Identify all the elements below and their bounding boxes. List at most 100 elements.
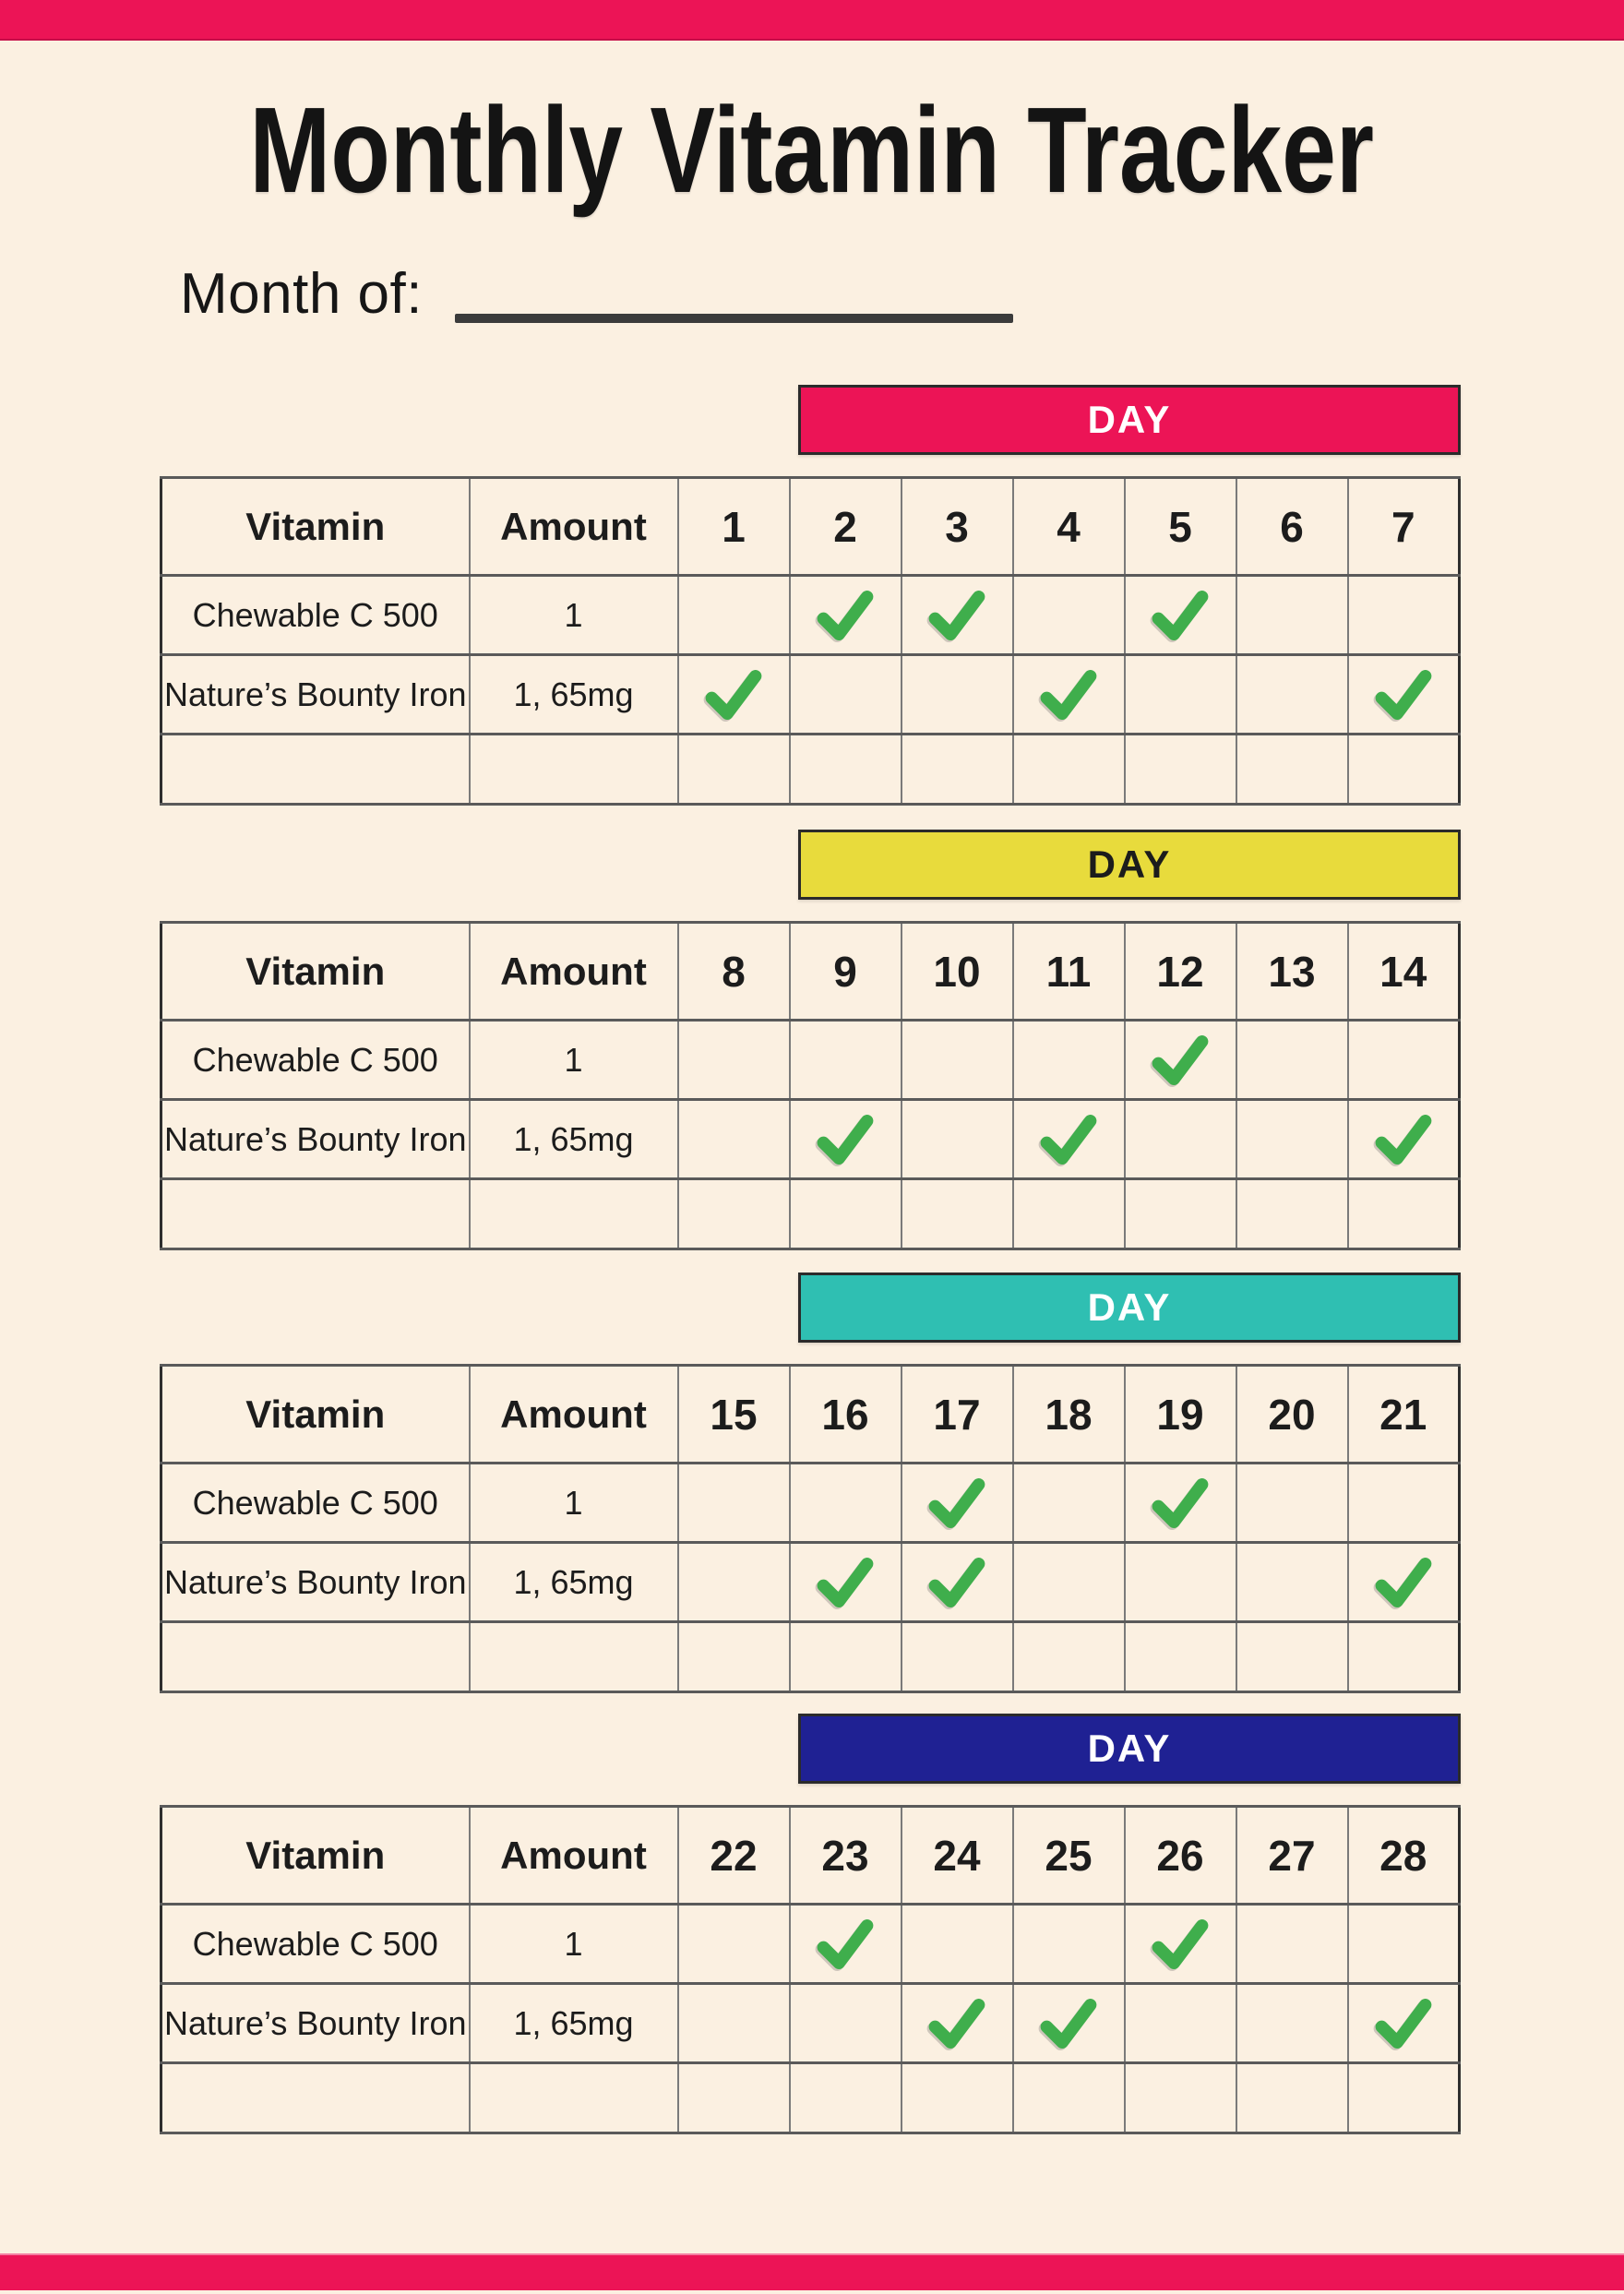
amount-column-header: Amount [468,1364,679,1464]
vitamin-row: Chewable C 500 1 [160,1019,1461,1101]
check-cell [1011,1177,1126,1250]
check-cell [1123,1620,1237,1693]
amount-cell: 1 [468,1019,679,1101]
vitamin-column-header: Vitamin [160,1364,471,1464]
check-cell [1346,2061,1461,2134]
check-cell [1123,1903,1237,1985]
day-number-header: 28 [1346,1805,1461,1906]
table-header-row: Vitamin Amount 8 9 10 11 12 13 14 [160,921,1461,1022]
check-cell [676,1620,791,1693]
amount-cell [468,1177,679,1250]
checkmark-icon [1375,669,1432,720]
empty-row [160,2061,1461,2134]
day-number-header: 18 [1011,1364,1126,1464]
check-cell [676,1462,791,1544]
check-cell [1235,1620,1349,1693]
day-number-header: 27 [1235,1805,1349,1906]
tracker-table-week-2: Vitamin Amount 8 9 10 11 12 13 14 Chewab… [160,921,1461,1250]
day-number-header: 4 [1011,476,1126,577]
vitamin-column-header: Vitamin [160,476,471,577]
day-number-header: 3 [900,476,1014,577]
check-cell [676,1982,791,2064]
check-cell [1123,733,1237,806]
check-cell [900,1177,1014,1250]
check-cell [900,653,1014,735]
check-cell [788,2061,902,2134]
day-number-header: 7 [1346,476,1461,577]
check-cell [676,1019,791,1101]
check-cell [1123,574,1237,656]
day-number-header: 1 [676,476,791,577]
check-cell [676,1177,791,1250]
vitamin-name-cell: Chewable C 500 [160,1903,471,1985]
check-cell [676,1098,791,1180]
check-cell [788,1098,902,1180]
check-cell [1235,1019,1349,1101]
check-cell [1011,574,1126,656]
amount-column-header: Amount [468,476,679,577]
check-cell [1235,733,1349,806]
check-cell [1123,1462,1237,1544]
vitamin-name-cell [160,2061,471,2134]
checkmark-icon [1375,1557,1432,1607]
vitamin-column-header: Vitamin [160,921,471,1022]
vitamin-name-cell: Nature’s Bounty Iron [160,653,471,735]
day-number-header: 2 [788,476,902,577]
check-cell [900,1462,1014,1544]
check-cell [900,1620,1014,1693]
amount-column-header: Amount [468,921,679,1022]
day-number-header: 25 [1011,1805,1126,1906]
check-cell [1235,1541,1349,1623]
checkmark-icon [1375,1114,1432,1165]
check-cell [1346,1177,1461,1250]
table-header-row: Vitamin Amount 1 2 3 4 5 6 7 [160,476,1461,577]
check-cell [1235,653,1349,735]
check-cell [1123,2061,1237,2134]
check-cell [1123,1019,1237,1101]
check-cell [900,574,1014,656]
check-cell [900,1098,1014,1180]
day-number-header: 14 [1346,921,1461,1022]
day-number-header: 8 [676,921,791,1022]
vitamin-row: Nature’s Bounty Iron 1, 65mg [160,1982,1461,2064]
vitamin-row: Nature’s Bounty Iron 1, 65mg [160,1541,1461,1623]
vitamin-row: Nature’s Bounty Iron 1, 65mg [160,653,1461,735]
day-number-header: 5 [1123,476,1237,577]
check-cell [676,1903,791,1985]
check-cell [788,1620,902,1693]
day-number-header: 15 [676,1364,791,1464]
amount-cell [468,2061,679,2134]
check-cell [1011,1541,1126,1623]
check-cell [1011,1620,1126,1693]
vitamin-name-cell: Chewable C 500 [160,1462,471,1544]
checkmark-icon [1152,590,1209,640]
check-cell [1123,1177,1237,1250]
day-number-header: 13 [1235,921,1349,1022]
day-banner: DAY [798,385,1461,455]
check-cell [1235,1462,1349,1544]
week-1-section: DAY Vitamin Amount 1 2 3 4 5 6 7 Chewabl… [0,385,1624,806]
week-3-section: DAY Vitamin Amount 15 16 17 18 19 20 21 … [0,1272,1624,1693]
check-cell [900,1019,1014,1101]
check-cell [1123,1541,1237,1623]
check-cell [1235,574,1349,656]
check-cell [1011,1903,1126,1985]
checkmark-icon [817,1918,874,1969]
vitamin-name-cell: Nature’s Bounty Iron [160,1098,471,1180]
table-header-row: Vitamin Amount 15 16 17 18 19 20 21 [160,1364,1461,1464]
check-cell [788,1982,902,2064]
day-banner-label: DAY [1087,398,1172,441]
bottom-accent-bar [0,2253,1624,2290]
day-number-header: 22 [676,1805,791,1906]
checkmark-icon [1375,1998,1432,2049]
checkmark-icon [928,1998,985,2049]
top-accent-bar [0,0,1624,41]
table-header-row: Vitamin Amount 22 23 24 25 26 27 28 [160,1805,1461,1906]
vitamin-name-cell [160,1620,471,1693]
check-cell [900,1541,1014,1623]
amount-cell [468,733,679,806]
check-cell [1235,1982,1349,2064]
check-cell [1346,1982,1461,2064]
check-cell [1235,1098,1349,1180]
tracker-table-week-4: Vitamin Amount 22 23 24 25 26 27 28 Chew… [160,1805,1461,2134]
